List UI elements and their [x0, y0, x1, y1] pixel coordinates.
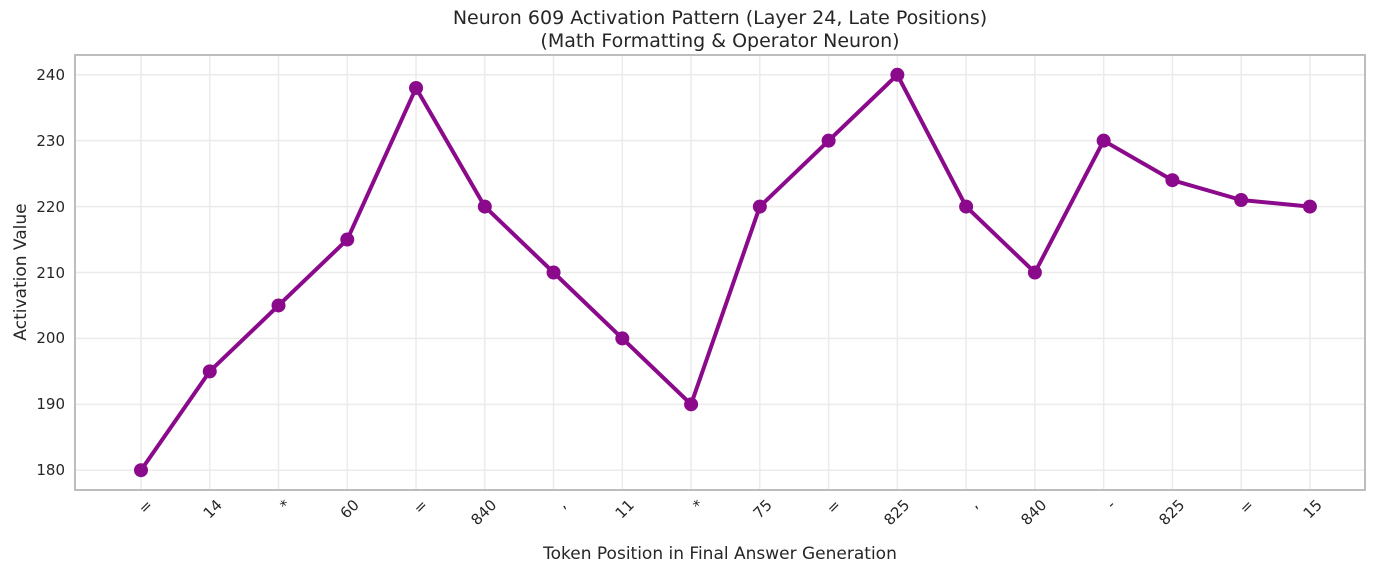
y-tick-label: 180 [36, 461, 65, 480]
data-point-marker [890, 67, 905, 82]
data-point-marker [134, 463, 148, 478]
y-tick-label: 230 [36, 131, 65, 150]
data-point-marker [477, 199, 492, 214]
data-point-marker [1027, 265, 1042, 280]
data-point-marker [615, 331, 630, 346]
data-point-marker [271, 298, 286, 313]
data-point-marker [1302, 199, 1317, 214]
data-point-marker [340, 232, 355, 247]
y-tick-label: 220 [36, 197, 65, 216]
chart-title: Neuron 609 Activation Pattern (Layer 24,… [452, 7, 988, 29]
y-tick-label: 200 [36, 329, 65, 348]
data-line [139, 72, 1312, 473]
y-tick-label: 210 [36, 263, 65, 282]
data-point-marker [684, 397, 699, 412]
data-point-marker [546, 265, 561, 280]
x-axis-label: Token Position in Final Answer Generatio… [543, 544, 897, 564]
data-point-marker [821, 133, 836, 148]
y-tick-label: 190 [36, 395, 65, 414]
data-point-marker [202, 364, 217, 379]
data-point-marker [959, 199, 974, 214]
y-tick-label: 240 [36, 65, 65, 84]
chart-subtitle: (Math Formatting & Operator Neuron) [540, 30, 900, 52]
data-point-marker [1096, 133, 1111, 148]
plot-border [74, 54, 1366, 491]
data-point-marker [752, 199, 767, 214]
data-point-marker [1165, 173, 1180, 188]
data-point-marker [409, 80, 424, 95]
data-point-marker [1234, 193, 1249, 207]
